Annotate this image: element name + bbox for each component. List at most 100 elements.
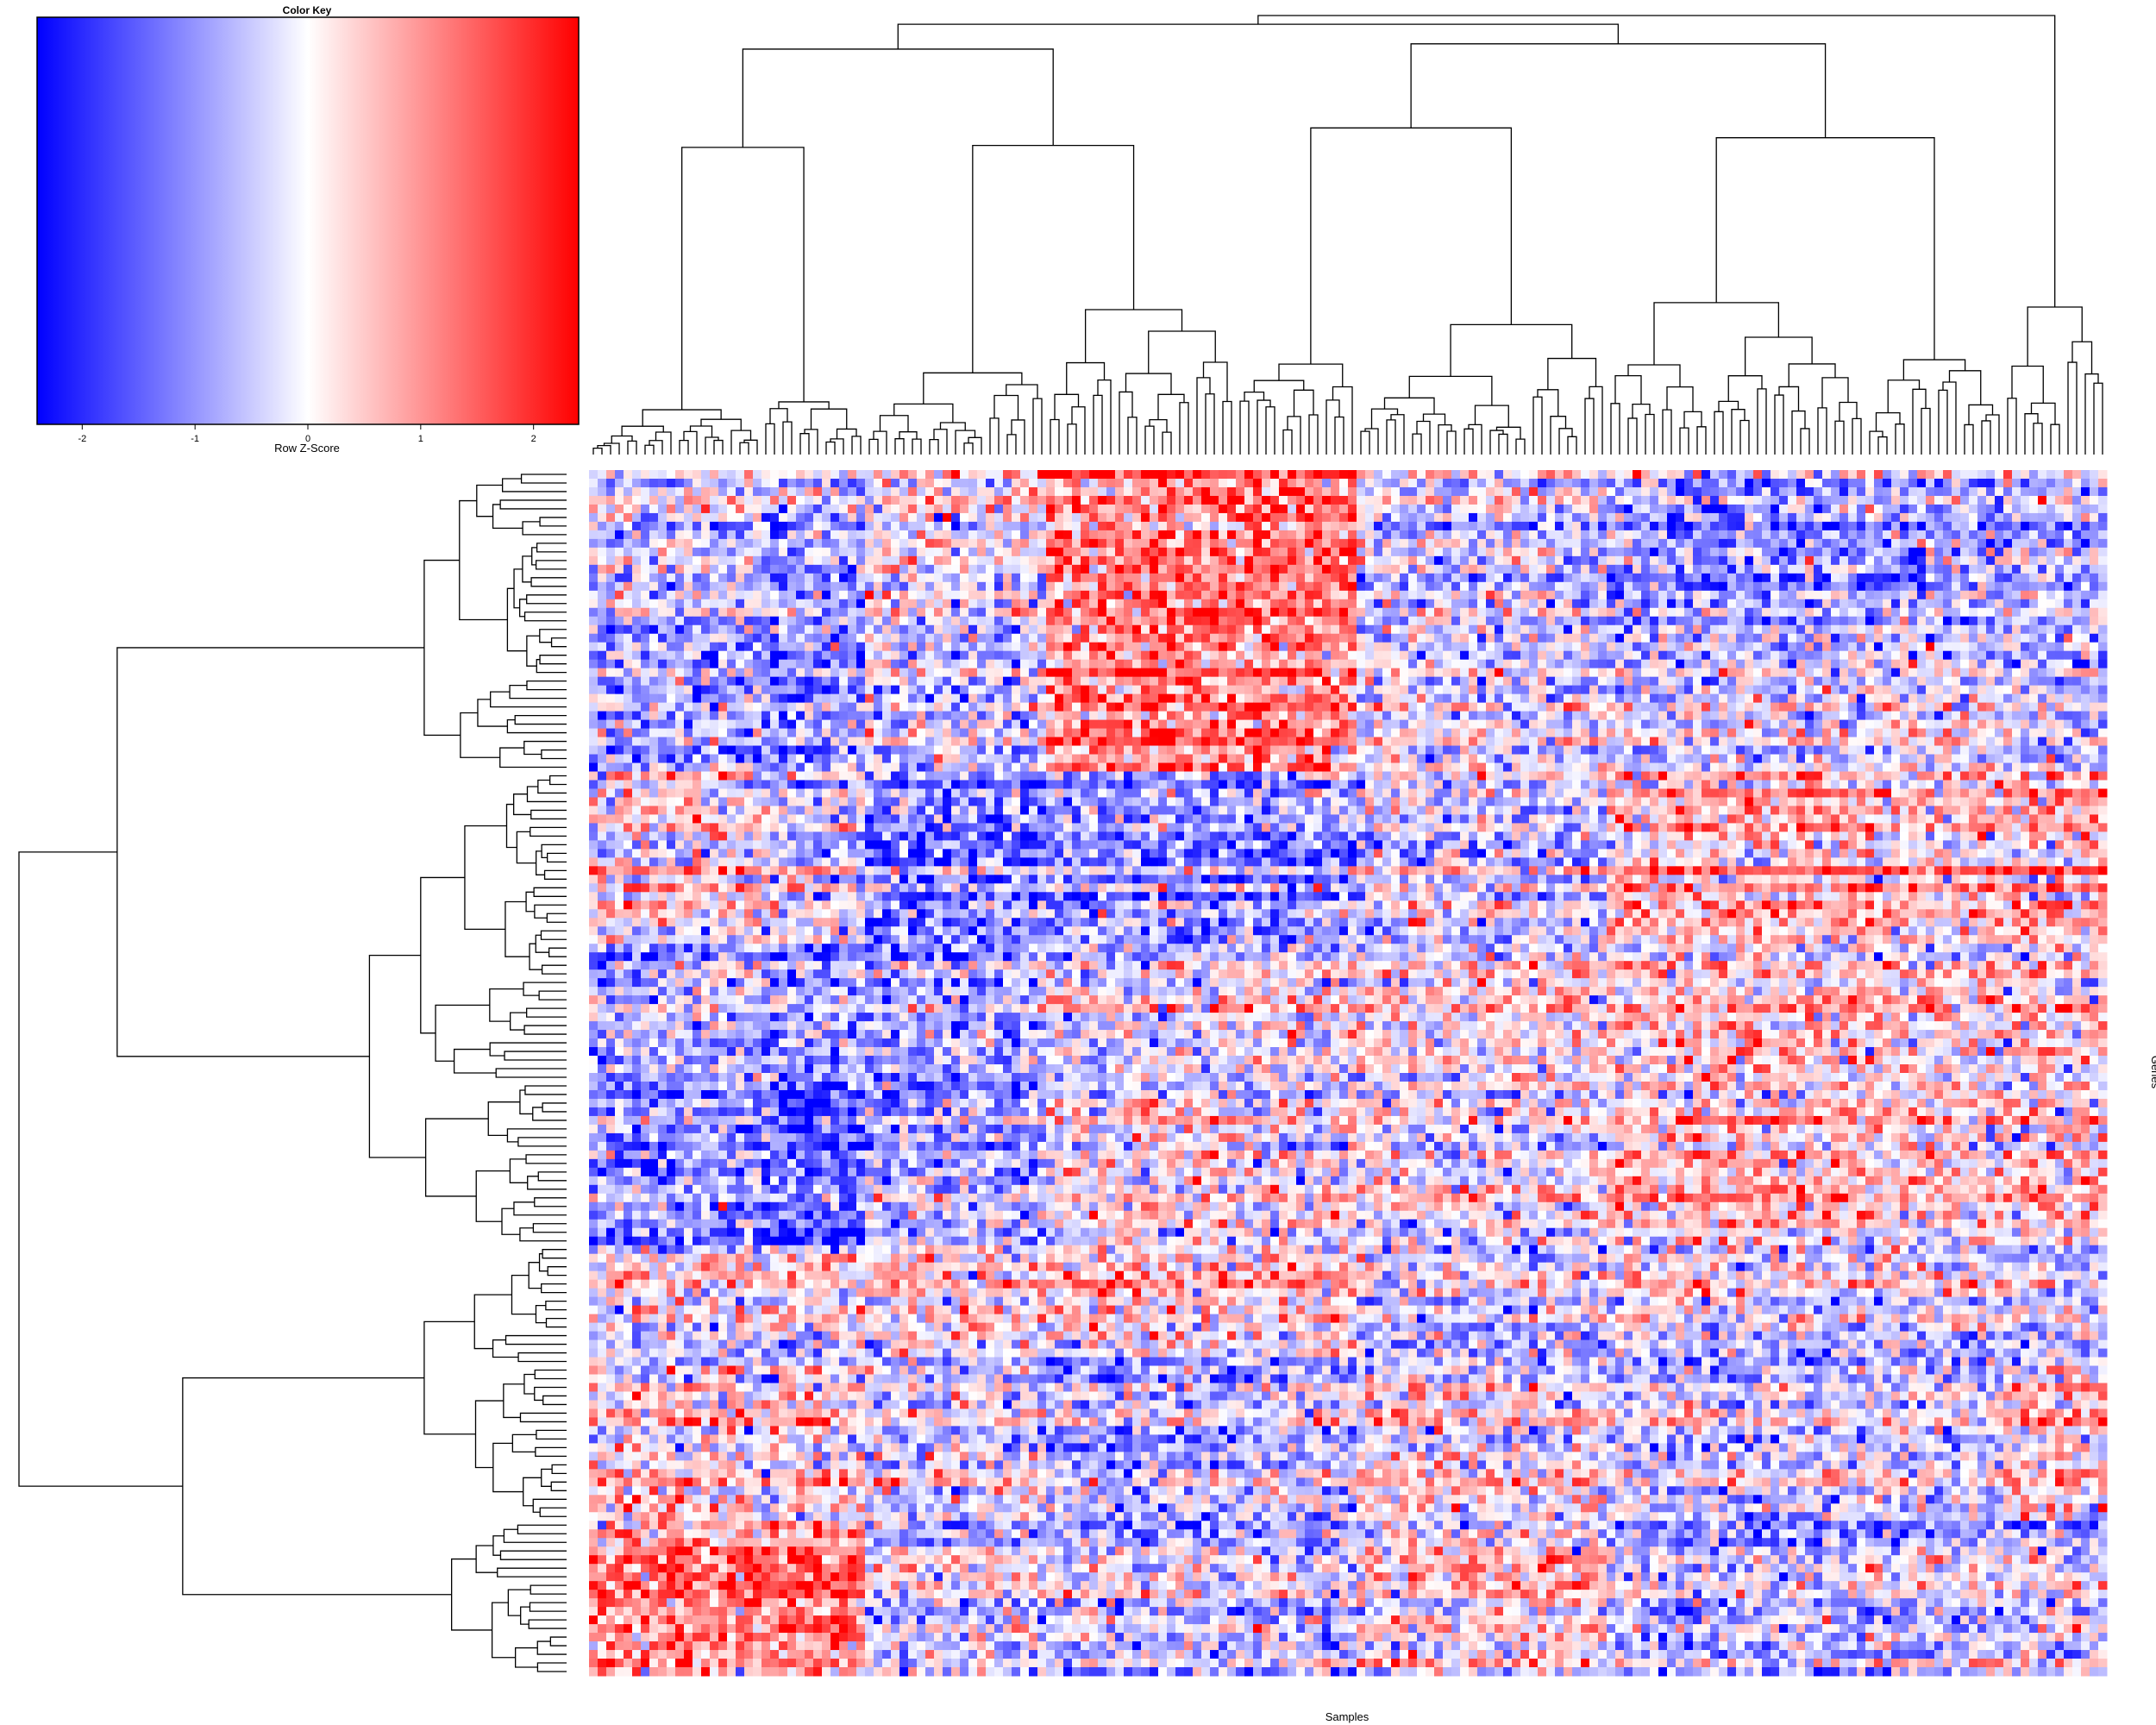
row-dendrogram-branch — [505, 1051, 567, 1060]
column-dendrogram-branch — [1921, 408, 1930, 455]
heatmap-cell — [649, 513, 659, 522]
heatmap-cell — [1469, 522, 1478, 530]
heatmap-cell — [598, 513, 607, 522]
heatmap-cell — [1926, 470, 1935, 479]
heatmap-cell — [658, 487, 667, 496]
heatmap-cell — [1503, 496, 1513, 505]
heatmap-cell — [908, 479, 918, 487]
heatmap-cell — [1564, 513, 1573, 522]
heatmap-cell — [856, 470, 866, 479]
heatmap-cell — [770, 513, 780, 522]
heatmap-cell — [960, 479, 969, 487]
heatmap-cell — [1072, 522, 1081, 530]
heatmap-cell — [2038, 470, 2047, 479]
heatmap-cell — [1917, 513, 1927, 522]
heatmap-cell — [2090, 479, 2099, 487]
heatmap-cell — [1426, 479, 1435, 487]
heatmap-cell — [917, 470, 926, 479]
heatmap-cell — [1365, 496, 1375, 505]
column-dendrogram-branch — [1568, 436, 1576, 455]
heatmap-cell — [641, 487, 650, 496]
heatmap-cell — [2012, 496, 2021, 505]
heatmap-cell — [1589, 487, 1599, 496]
heatmap-cell — [925, 479, 935, 487]
heatmap-cell — [2098, 487, 2108, 496]
heatmap-cell — [1288, 496, 1297, 505]
heatmap-cell — [1227, 522, 1237, 530]
heatmap-cell — [1236, 522, 1245, 530]
heatmap-cell — [1495, 496, 1504, 505]
heatmap-cell — [649, 487, 659, 496]
heatmap-cell — [1270, 470, 1280, 479]
heatmap-cell — [1175, 487, 1185, 496]
heatmap-cell — [1555, 496, 1564, 505]
heatmap-cell — [1865, 487, 1875, 496]
heatmap-cell — [693, 505, 702, 513]
heatmap-cell — [1374, 496, 1383, 505]
heatmap-cell — [1952, 496, 1961, 505]
heatmap-cell — [1227, 505, 1237, 513]
heatmap-cell — [1995, 505, 2004, 513]
row-dendrogram-branch — [452, 1559, 492, 1630]
heatmap-cell — [1322, 479, 1332, 487]
row-dendrogram-branch — [502, 1208, 520, 1234]
column-dendrogram-branch — [1728, 376, 1762, 402]
heatmap-cell — [1486, 522, 1495, 530]
heatmap-cell — [1253, 496, 1263, 505]
row-dendrogram-branch — [504, 1384, 524, 1418]
heatmap-cell — [839, 496, 849, 505]
heatmap-cell — [968, 513, 978, 522]
column-dendrogram-branch — [680, 441, 688, 455]
heatmap-cell — [2012, 470, 2021, 479]
column-dendrogram-branch — [881, 416, 909, 432]
heatmap-cell — [1779, 487, 1789, 496]
heatmap-cell — [1081, 479, 1090, 487]
heatmap-cell — [1822, 505, 1832, 513]
row-dendrogram-branch — [530, 1585, 567, 1594]
heatmap-cell — [1986, 496, 1996, 505]
heatmap-cell — [1115, 479, 1125, 487]
heatmap-cell — [770, 505, 780, 513]
heatmap-cell — [1779, 479, 1789, 487]
heatmap-cell — [2003, 505, 2013, 513]
heatmap-cell — [925, 522, 935, 530]
heatmap-cell — [736, 487, 745, 496]
heatmap-cell — [1201, 505, 1211, 513]
heatmap-cell — [1572, 505, 1582, 513]
heatmap-cell — [1512, 470, 1521, 479]
row-dendrogram-branch — [527, 681, 567, 690]
heatmap-cell — [1805, 513, 1814, 522]
heatmap-cell — [1753, 479, 1763, 487]
heatmap-cell — [1883, 487, 1892, 496]
row-dendrogram-branch — [522, 474, 567, 483]
heatmap-cell — [1124, 522, 1133, 530]
heatmap-cell — [1641, 479, 1651, 487]
heatmap-cell — [1926, 496, 1935, 505]
heatmap-cell — [1469, 496, 1478, 505]
heatmap-cell — [675, 470, 685, 479]
heatmap-cell — [1106, 496, 1116, 505]
heatmap-cell — [1313, 513, 1323, 522]
row-dendrogram-branch — [520, 1090, 533, 1113]
heatmap-cell — [1357, 479, 1366, 487]
heatmap-cell — [2072, 479, 2082, 487]
heatmap-cell — [1124, 470, 1133, 479]
heatmap-cell — [1702, 496, 1711, 505]
heatmap-cell — [1615, 487, 1625, 496]
row-dendrogram-branch — [524, 1375, 535, 1394]
heatmap-cell — [1029, 487, 1038, 496]
heatmap-cell — [1081, 513, 1090, 522]
heatmap-cell — [1839, 496, 1849, 505]
heatmap-cell — [1227, 470, 1237, 479]
heatmap-cell — [848, 505, 857, 513]
column-dendrogram-branch — [874, 431, 887, 455]
heatmap-cell — [805, 487, 814, 496]
heatmap-cell — [1736, 505, 1745, 513]
heatmap-cell — [675, 505, 685, 513]
column-dendrogram-branch — [1965, 424, 1973, 455]
heatmap-cell — [2055, 496, 2065, 505]
heatmap-cell — [1020, 522, 1030, 530]
heatmap-cell — [874, 522, 883, 530]
heatmap-cell — [1529, 496, 1539, 505]
heatmap-cell — [1736, 513, 1745, 522]
